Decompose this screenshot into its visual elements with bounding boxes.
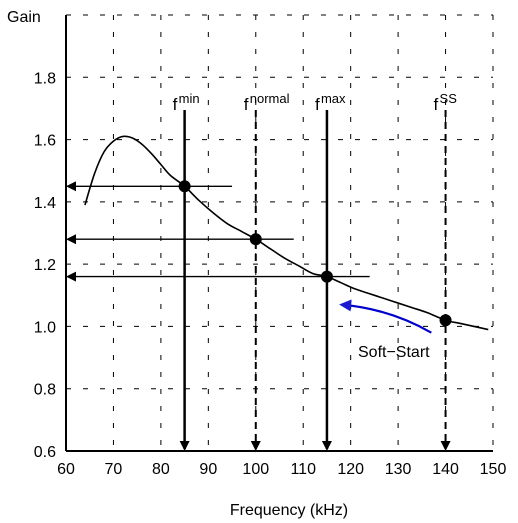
frequency-label-sub: max: [321, 91, 346, 106]
x-tick-label: 130: [385, 461, 412, 478]
x-tick-label: 90: [199, 461, 217, 478]
frequency-label: f: [315, 95, 320, 114]
operating-points: f min f normal f max f SS: [66, 91, 458, 451]
y-tick-label: 0.6: [34, 444, 56, 461]
y-tick-label: 1.8: [34, 70, 56, 87]
x-tick-label: 70: [105, 461, 123, 478]
frequency-label: f: [173, 95, 178, 114]
x-tick-labels: 60 70 80 90 100 110 120 130 140 150: [57, 461, 506, 478]
y-tick-labels: 0.6 0.8 1.0 1.2 1.4 1.6 1.8: [34, 70, 56, 461]
operating-point-dot: [178, 180, 191, 193]
operating-point-dot: [320, 270, 333, 283]
y-tick-label: 0.8: [34, 382, 56, 399]
x-tick-label: 80: [152, 461, 170, 478]
annotations: Soft−Start: [339, 299, 432, 361]
frequency-label-sub: SS: [440, 91, 458, 106]
x-tick-label: 140: [432, 461, 459, 478]
frequency-label-sub: min: [179, 91, 200, 106]
soft-start-arrow: [339, 299, 432, 334]
x-tick-label: 150: [480, 461, 507, 478]
x-axis-label: Frequency (kHz): [230, 502, 348, 519]
y-tick-label: 1.2: [34, 257, 56, 274]
y-tick-label: 1.6: [34, 133, 56, 150]
operating-point-dot: [439, 314, 452, 327]
x-tick-label: 120: [337, 461, 364, 478]
frequency-label: f: [434, 95, 439, 114]
soft-start-label: Soft−Start: [358, 344, 430, 361]
x-tick-label: 110: [290, 461, 316, 478]
x-tick-label: 100: [242, 461, 269, 478]
frequency-label-sub: normal: [250, 91, 290, 106]
x-tick-label: 60: [57, 461, 75, 478]
y-tick-label: 1.0: [34, 319, 56, 336]
gain-curve: [84, 135, 489, 331]
grid-lines: [66, 14, 494, 451]
y-tick-label: 1.4: [34, 195, 56, 212]
axes: [65, 15, 493, 452]
y-axis-label: Gain: [7, 9, 41, 26]
frequency-label: f: [244, 95, 249, 114]
operating-point-dot: [249, 233, 262, 246]
